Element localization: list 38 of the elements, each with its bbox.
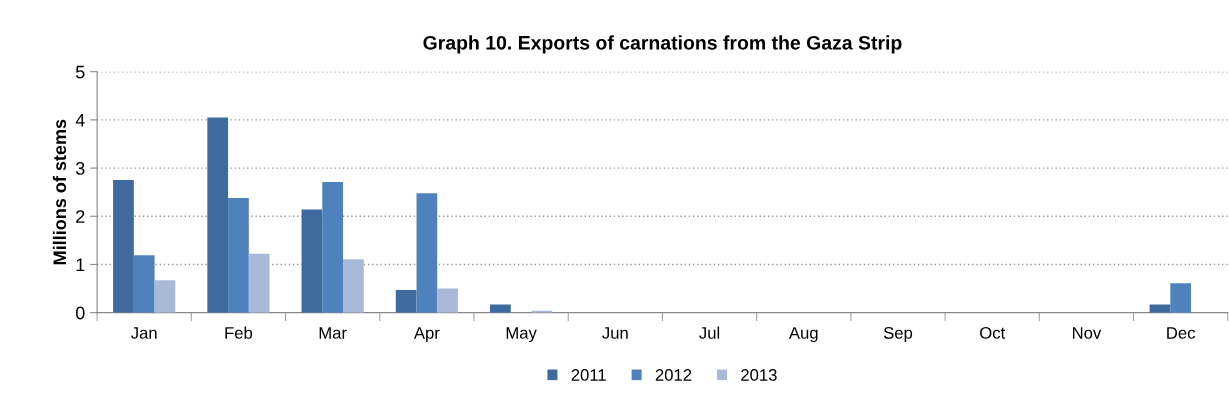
x-tick-label: Jul [699,326,720,339]
bar [343,259,364,313]
x-tick-label: Feb [225,326,253,339]
x-tick-label: Jan [131,327,157,339]
bar [154,280,176,313]
x-tick-label: Apr [413,327,440,343]
bar [133,255,155,313]
legend-label: 2012 [655,369,692,381]
x-tick-label: Sep [883,326,913,343]
y-tick-label: 4 [75,114,85,127]
bar [322,182,344,313]
y-tick-label: 0 [75,306,85,320]
x-tick-label: Aug [788,327,818,343]
bar [228,197,249,313]
x-tick-label: Nov [1072,327,1102,339]
y-axis-title: Millions of stems [52,119,67,265]
x-tick-label: Oct [980,326,1006,339]
bar [1149,304,1171,313]
bar [416,193,438,313]
x-tick-label: Mar [319,327,347,339]
y-tick-label: 3 [75,162,85,175]
y-tick-label: 5 [75,65,85,79]
x-tick-label: May [506,327,537,343]
y-tick-label: 2 [76,210,85,223]
bar [113,180,134,313]
bar [490,304,511,313]
legend-label: 2011 [571,369,606,381]
bar [1170,283,1192,313]
legend-label: 2013 [741,369,777,381]
bar [207,117,229,313]
x-tick-label: Dec [1167,327,1196,339]
bar [437,288,458,313]
chart-title: Graph 10. Exports of carnations from the Gaza Strip [423,35,902,54]
x-tick-label: Jun [602,327,628,339]
y-tick-label: 1 [76,258,85,272]
bar [301,209,323,313]
bar [395,290,417,313]
bar [248,253,270,313]
